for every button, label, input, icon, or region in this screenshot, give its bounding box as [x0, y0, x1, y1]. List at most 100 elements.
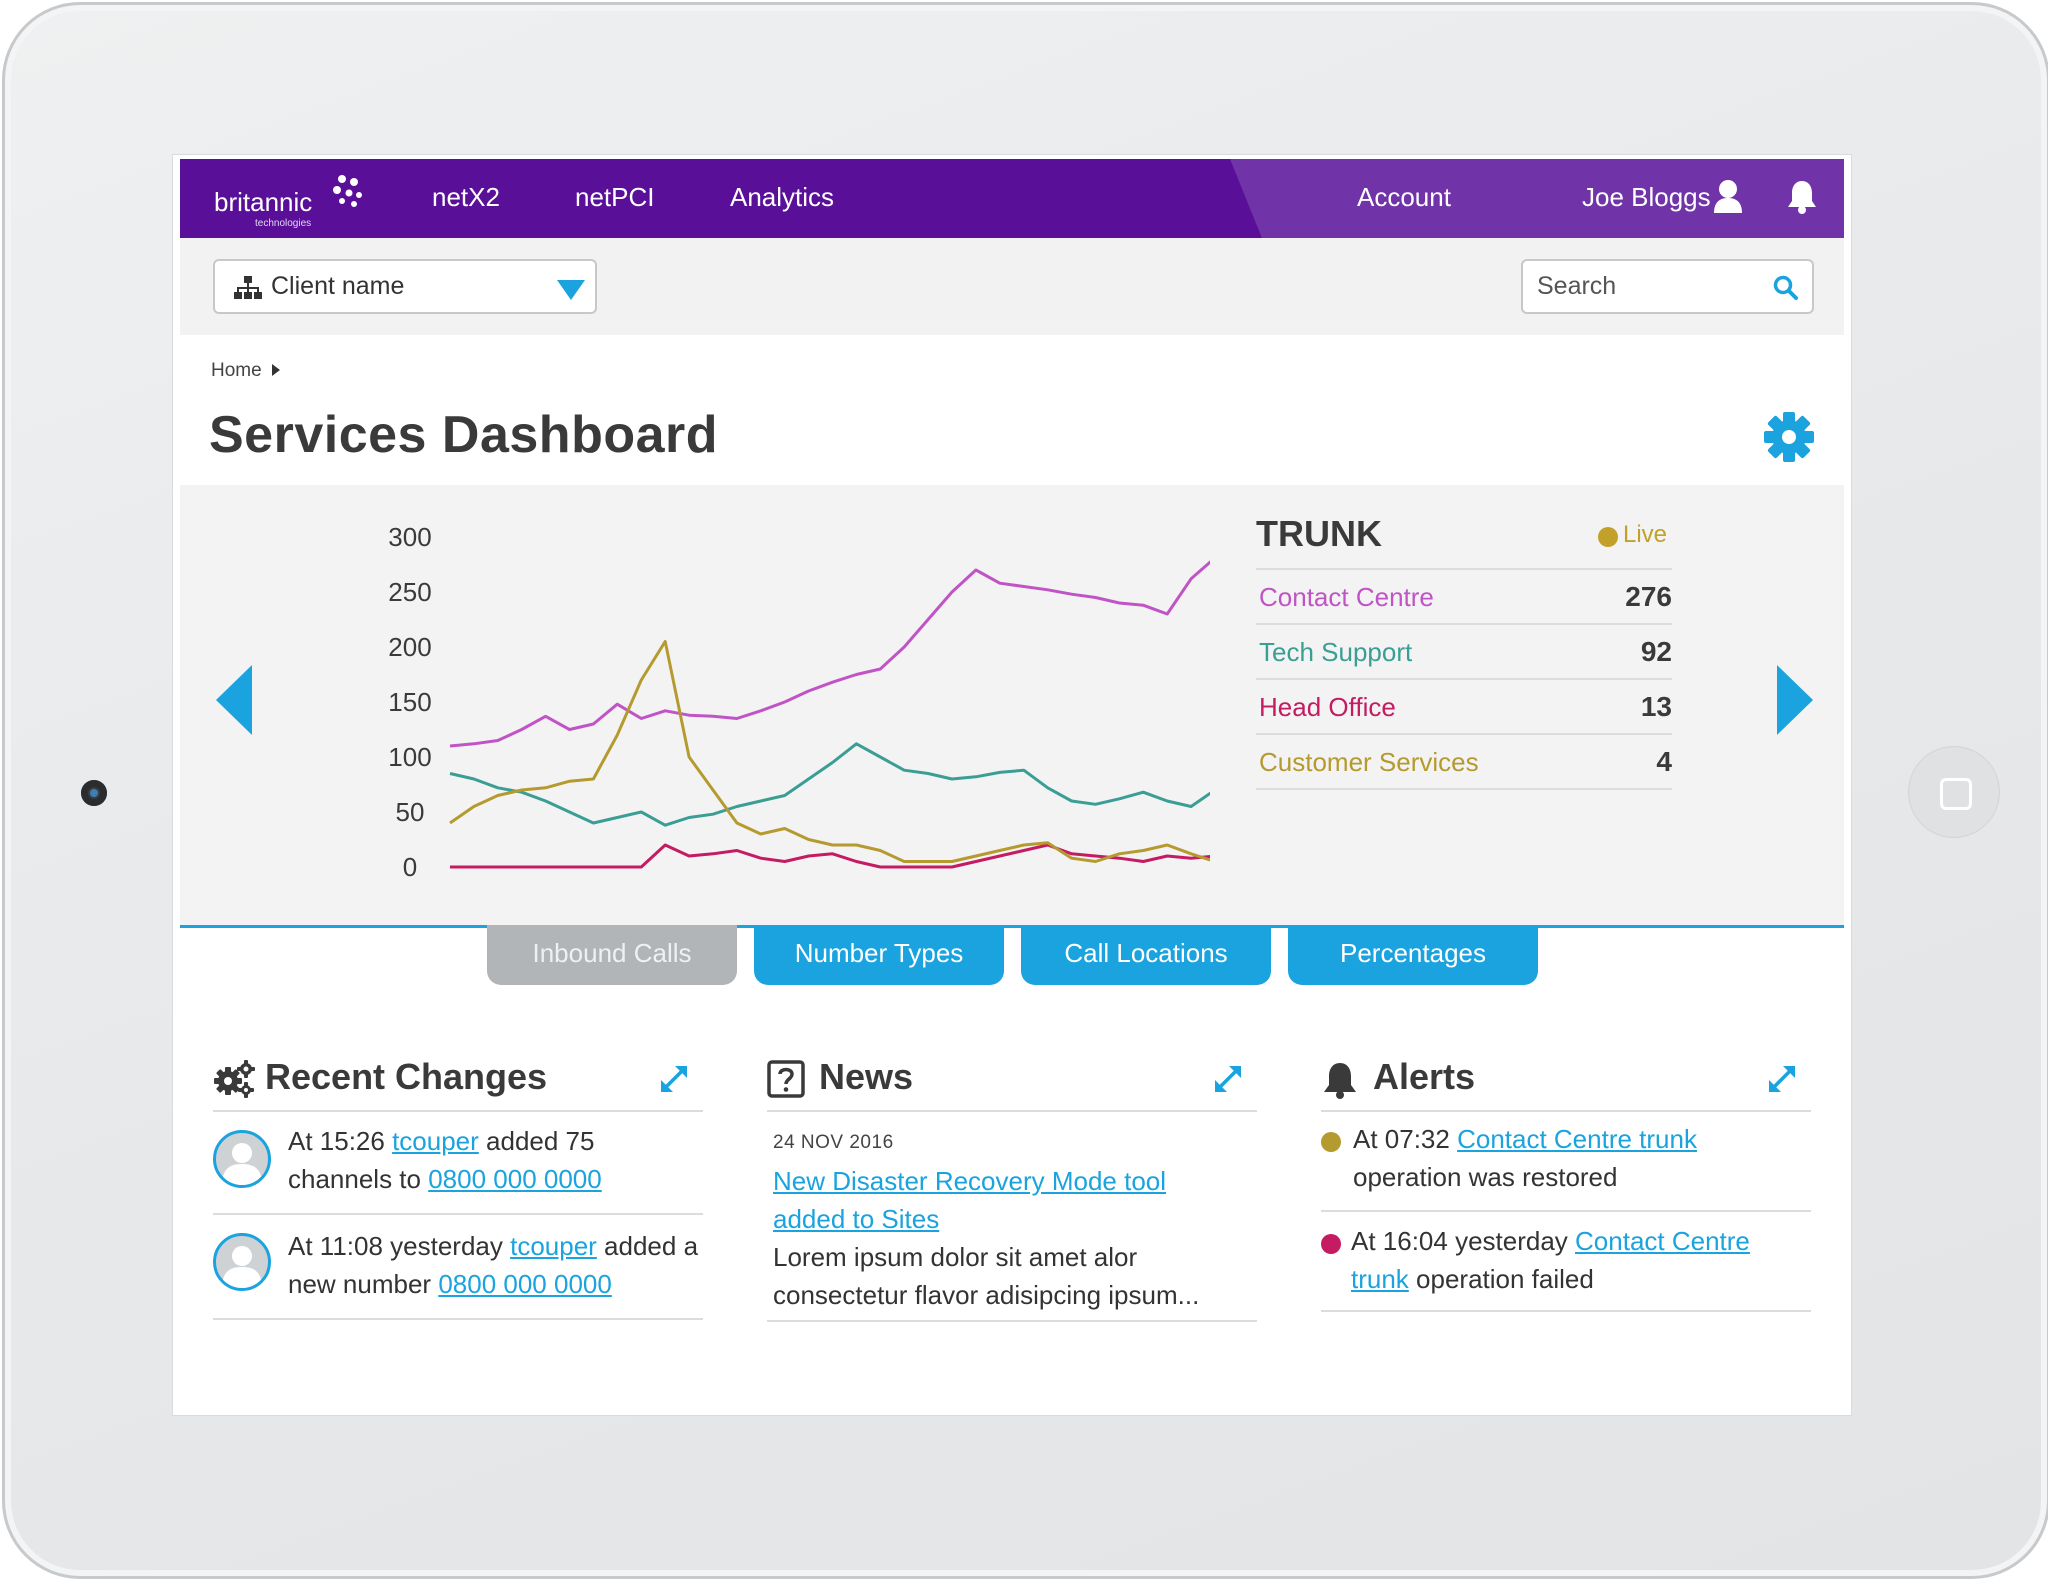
legend-row-head-office[interactable]: Head Office 13	[1256, 678, 1672, 735]
page-title: Services Dashboard	[209, 406, 719, 464]
y-tick-label: 0	[403, 852, 417, 882]
user-link[interactable]: tcouper	[392, 1126, 479, 1156]
user-avatar-icon	[222, 1246, 262, 1288]
series-line-tech-support	[449, 742, 1210, 827]
search-input[interactable]	[1537, 271, 1757, 301]
user-avatar-icon	[222, 1143, 262, 1185]
next-chart-arrow-icon[interactable]	[1775, 665, 1815, 735]
alert-status-dot	[1321, 1234, 1341, 1254]
legend-name: Head Office	[1259, 692, 1396, 722]
client-name-dropdown[interactable]: Client name	[213, 259, 597, 314]
news-content: New Disaster Recovery Mode tool added to…	[773, 1162, 1213, 1314]
widget-title: News	[819, 1056, 914, 1097]
chart-panel: 300 250 200 150 100 50 0 TRUNK Live Contact Ce…	[180, 485, 1844, 928]
nav-item-analytics[interactable]: Analytics	[730, 182, 835, 212]
change-description: added 75 channels to	[288, 1126, 595, 1194]
alert-link[interactable]: Contact Centre trunk	[1351, 1226, 1750, 1294]
y-tick-label: 100	[388, 742, 431, 772]
settings-gear-icon[interactable]	[1763, 411, 1815, 463]
legend-value: 4	[1656, 746, 1672, 777]
live-status-label: Live	[1623, 521, 1668, 548]
tab-call-locations[interactable]: Call Locations	[1021, 925, 1271, 985]
change-time: At 15:26	[288, 1126, 393, 1156]
breadcrumb: Home	[211, 360, 281, 382]
recent-change-text: At 11:08 yesterday tcouper added a new n…	[288, 1227, 703, 1303]
legend-value: 92	[1640, 636, 1672, 667]
brand-logo-subtext: technologies	[255, 218, 312, 229]
camera-icon	[81, 780, 107, 806]
list-item: At 15:26 tcouper added 75 channels to 08…	[213, 1110, 703, 1215]
legend-value: 276	[1625, 581, 1672, 612]
app-screen: britannic technologies netX2 netPCI Anal…	[173, 155, 1851, 1415]
home-button[interactable]	[1909, 747, 1999, 837]
brand-logo-text: britannic	[214, 187, 313, 217]
y-tick-label: 300	[388, 522, 431, 552]
alert-description: operation was restored	[1353, 1162, 1618, 1192]
avatar	[213, 1130, 271, 1188]
tab-inbound-calls[interactable]: Inbound Calls	[487, 925, 737, 985]
change-description: added a new number	[288, 1231, 699, 1299]
breadcrumb-home[interactable]: Home	[211, 360, 262, 381]
widget-header: News	[767, 1050, 1257, 1112]
question-box-icon	[767, 1060, 805, 1098]
nav-item-netpci[interactable]: netPCI	[575, 182, 655, 212]
alert-text: At 16:04 yesterday Contact Centre trunk …	[1351, 1222, 1791, 1298]
legend-name: Tech Support	[1259, 637, 1413, 667]
cogs-icon	[214, 1060, 255, 1098]
series-line-customer-services	[449, 640, 1210, 863]
alert-time: At 07:32	[1353, 1124, 1458, 1154]
breadcrumb-arrow-icon	[271, 364, 280, 376]
news-headline-link[interactable]: New Disaster Recovery Mode tool added to…	[773, 1166, 1167, 1234]
client-name-label: Client name	[271, 272, 405, 300]
account-area-background	[1230, 159, 1844, 238]
legend-row-tech-support[interactable]: Tech Support 92	[1256, 623, 1672, 680]
widget-header: Recent Changes	[213, 1050, 703, 1112]
user-link[interactable]: tcouper	[510, 1231, 597, 1261]
y-tick-label: 150	[388, 687, 431, 717]
y-tick-label: 250	[388, 577, 431, 607]
user-name[interactable]: Joe Bloggs	[1582, 182, 1711, 212]
brand-logo-dots-icon	[333, 175, 362, 207]
change-time: At 11:08 yesterday	[288, 1231, 511, 1261]
legend-row-customer-services[interactable]: Customer Services 4	[1256, 733, 1672, 790]
search-icon[interactable]	[1773, 275, 1799, 301]
expand-icon[interactable]	[1767, 1064, 1797, 1094]
legend-name: Customer Services	[1259, 747, 1479, 777]
nav-item-netx2[interactable]: netX2	[432, 182, 500, 212]
legend-value: 13	[1640, 691, 1672, 722]
tab-number-types[interactable]: Number Types	[754, 925, 1004, 985]
inbound-calls-line-chart: 300 250 200 150 100 50 0	[388, 522, 1210, 882]
alert-link[interactable]: Contact Centre trunk	[1457, 1124, 1697, 1154]
widget-title: Alerts	[1373, 1056, 1476, 1097]
number-link[interactable]: 0800 000 0000	[428, 1164, 602, 1194]
expand-icon[interactable]	[1213, 1064, 1243, 1094]
alert-status-dot	[1321, 1132, 1341, 1152]
notification-bell-icon[interactable]	[1786, 179, 1818, 215]
bell-icon	[1324, 1063, 1356, 1099]
widget-header: Alerts	[1321, 1050, 1811, 1112]
number-link[interactable]: 0800 000 0000	[438, 1269, 612, 1299]
legend-row-contact-centre[interactable]: Contact Centre 276	[1256, 568, 1672, 625]
alert-description: operation failed	[1408, 1264, 1594, 1294]
y-tick-label: 50	[396, 797, 425, 827]
expand-icon[interactable]	[659, 1064, 689, 1094]
previous-chart-arrow-icon[interactable]	[214, 665, 254, 735]
legend-name: Contact Centre	[1259, 582, 1434, 612]
nav-item-account[interactable]: Account	[1357, 182, 1451, 212]
trunk-title: TRUNK	[1256, 513, 1382, 554]
legend-divider	[1256, 788, 1672, 790]
news-item: 24 NOV 2016 New Disaster Recovery Mode t…	[767, 1110, 1257, 1322]
top-navigation-bar: britannic technologies netX2 netPCI Anal…	[180, 159, 1844, 238]
tab-percentages[interactable]: Percentages	[1288, 925, 1538, 985]
series-line-contact-centre	[449, 560, 1210, 748]
alert-item: At 07:32 Contact Centre trunk operation …	[1321, 1110, 1811, 1212]
series-line-head-office	[450, 843, 1210, 869]
toolbar: Client name	[180, 238, 1844, 335]
alert-item: At 16:04 yesterday Contact Centre trunk …	[1321, 1210, 1811, 1312]
sitemap-icon	[234, 276, 262, 299]
news-body: Lorem ipsum dolor sit amet alor consecte…	[773, 1242, 1200, 1310]
news-date: 24 NOV 2016	[773, 1132, 894, 1153]
search-box	[1521, 259, 1814, 314]
avatar	[213, 1233, 271, 1291]
user-icon[interactable]	[1713, 179, 1743, 215]
